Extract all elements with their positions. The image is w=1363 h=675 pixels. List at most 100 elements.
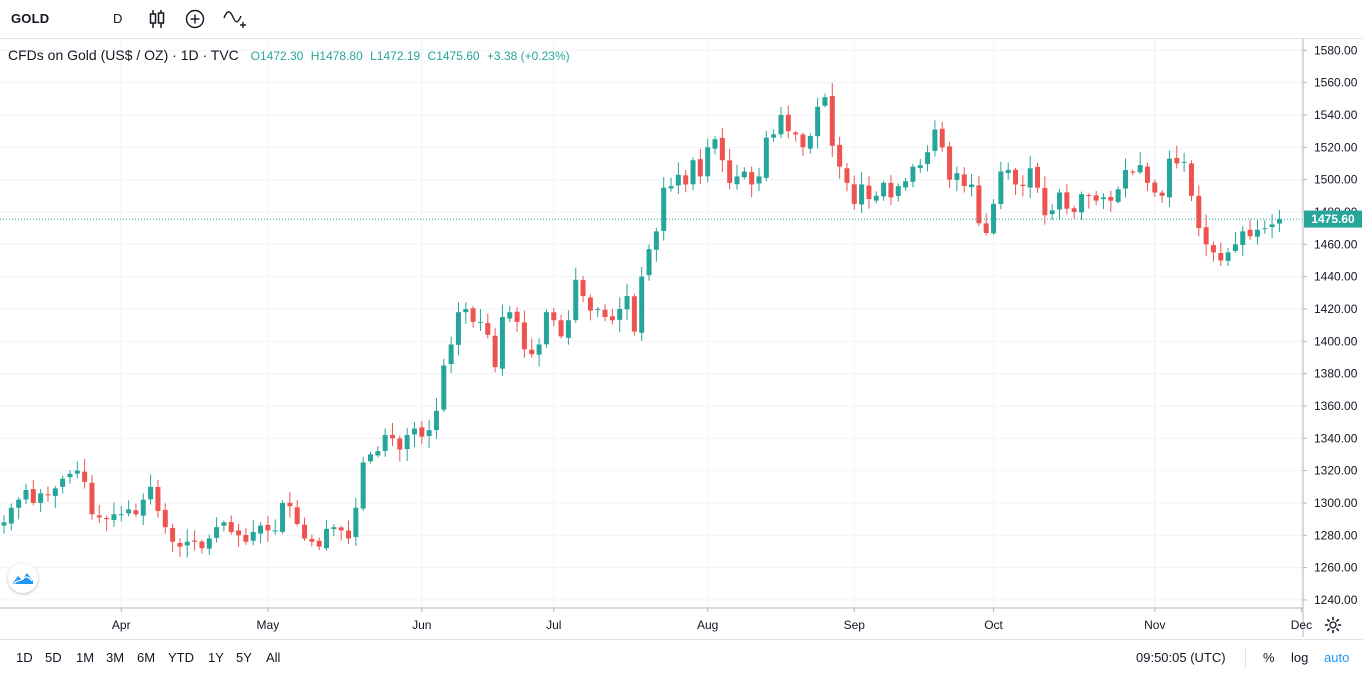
range-1y[interactable]: 1Y [208, 650, 224, 665]
range-ytd[interactable]: YTD [168, 650, 194, 665]
time-tick-label: Jul [546, 618, 561, 632]
candle-body [250, 532, 256, 541]
candle-body [52, 488, 58, 496]
candle [331, 524, 337, 537]
range-5d[interactable]: 5D [45, 650, 62, 665]
candle-body [719, 137, 725, 161]
candle [1203, 214, 1209, 257]
candle [529, 338, 535, 358]
candle-body [785, 114, 791, 132]
candle-body [206, 538, 212, 549]
candle-body [1122, 169, 1128, 189]
candle-body [441, 365, 447, 410]
candle [741, 167, 747, 180]
candle [734, 164, 740, 190]
candle [624, 283, 630, 321]
candle [118, 505, 124, 522]
candle-body [140, 499, 146, 516]
candle [1181, 152, 1187, 172]
candle-body [294, 507, 300, 524]
candle [727, 149, 733, 190]
candle-body [851, 184, 857, 204]
candle [411, 421, 417, 448]
price-chart[interactable]: 1240.00 1260.00 1280.00 1300.00 1320.00 1340.… [0, 39, 1363, 639]
candle-body [118, 514, 124, 516]
candle [859, 172, 865, 213]
candle [250, 520, 256, 546]
candle [477, 309, 483, 332]
candle-body [448, 344, 454, 365]
candle [1049, 204, 1055, 220]
candle [1240, 226, 1246, 256]
candle-body [309, 538, 315, 542]
range-6m[interactable]: 6M [137, 650, 156, 665]
candle-body [521, 322, 527, 350]
candle [111, 502, 117, 527]
candle [389, 423, 395, 446]
candle-body [302, 524, 308, 539]
candle [1196, 185, 1202, 237]
candle-body [536, 344, 542, 355]
symbol-name[interactable]: GOLD [11, 11, 50, 26]
candle [23, 483, 29, 505]
indicators-icon[interactable] [223, 7, 247, 31]
candle-body [1064, 192, 1070, 209]
candle-body [727, 160, 733, 183]
percent-toggle[interactable]: % [1263, 650, 1275, 665]
candle-body [873, 195, 879, 201]
price-axis[interactable]: 1240.00 1260.00 1280.00 1300.00 1320.00 1340.… [1303, 43, 1358, 607]
tradingview-logo-icon[interactable] [8, 563, 38, 593]
candle-body [917, 165, 923, 168]
range-1d[interactable]: 1D [16, 650, 33, 665]
price-tick-label: 1240.00 [1314, 593, 1358, 607]
candle [646, 244, 652, 281]
time-tick-label: Nov [1144, 618, 1165, 632]
utc-clock[interactable]: 09:50:05 (UTC) [1136, 650, 1226, 665]
candle-body [756, 176, 762, 184]
candle-body [954, 173, 960, 180]
candle [67, 470, 73, 484]
candle-body [1218, 253, 1224, 261]
candle [140, 493, 146, 526]
candle-body [1093, 195, 1099, 201]
time-axis[interactable]: Apr May Jun Jul Aug Sep Oct Nov Dec [112, 608, 1312, 632]
legend-title[interactable]: CFDs on Gold (US$ / OZ) · 1D · TVC [8, 47, 239, 63]
candle-body [793, 132, 799, 135]
range-5y[interactable]: 5Y [236, 650, 252, 665]
auto-toggle[interactable]: auto [1324, 650, 1350, 665]
candle [602, 304, 608, 322]
candle [822, 93, 828, 108]
candle [807, 133, 813, 154]
candle [932, 120, 938, 157]
candle-body [96, 515, 102, 518]
candle [1144, 162, 1150, 191]
candle-body [844, 168, 850, 183]
candle [45, 486, 51, 502]
candle-body [910, 166, 916, 182]
settings-gear-icon[interactable] [1322, 614, 1344, 636]
candle [1064, 184, 1070, 215]
price-tick-label: 1420.00 [1314, 302, 1358, 316]
candle [236, 523, 242, 547]
candle-body [368, 454, 373, 462]
candle [1042, 176, 1048, 225]
time-tick-label: Jun [412, 618, 431, 632]
log-toggle[interactable]: log [1291, 650, 1309, 665]
candle [1174, 145, 1180, 169]
range-3m[interactable]: 3M [106, 650, 125, 665]
candle-body [16, 499, 22, 508]
candle [521, 310, 527, 358]
candle [749, 166, 755, 198]
candle-body [1027, 168, 1033, 188]
candle-body [1210, 245, 1216, 253]
candle [675, 162, 681, 194]
candle [683, 169, 689, 193]
candle-body [639, 276, 645, 333]
interval-button[interactable]: D [113, 11, 123, 26]
range-1m[interactable]: 1M [76, 650, 95, 665]
range-all[interactable]: All [266, 650, 281, 665]
candle [1210, 241, 1216, 262]
price-tick-label: 1500.00 [1314, 173, 1358, 187]
compare-plus-icon[interactable] [183, 7, 207, 31]
candles-icon[interactable] [145, 7, 169, 31]
